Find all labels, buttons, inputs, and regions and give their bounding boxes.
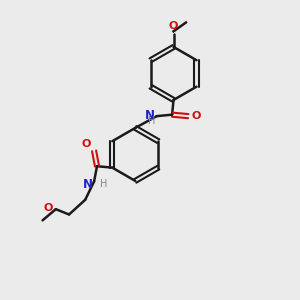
Text: H: H — [148, 116, 155, 126]
Text: O: O — [44, 203, 53, 213]
Text: O: O — [82, 140, 91, 149]
Text: O: O — [191, 111, 201, 121]
Text: H: H — [100, 179, 107, 190]
Text: O: O — [169, 21, 178, 31]
Text: N: N — [82, 178, 93, 191]
Text: N: N — [145, 109, 155, 122]
